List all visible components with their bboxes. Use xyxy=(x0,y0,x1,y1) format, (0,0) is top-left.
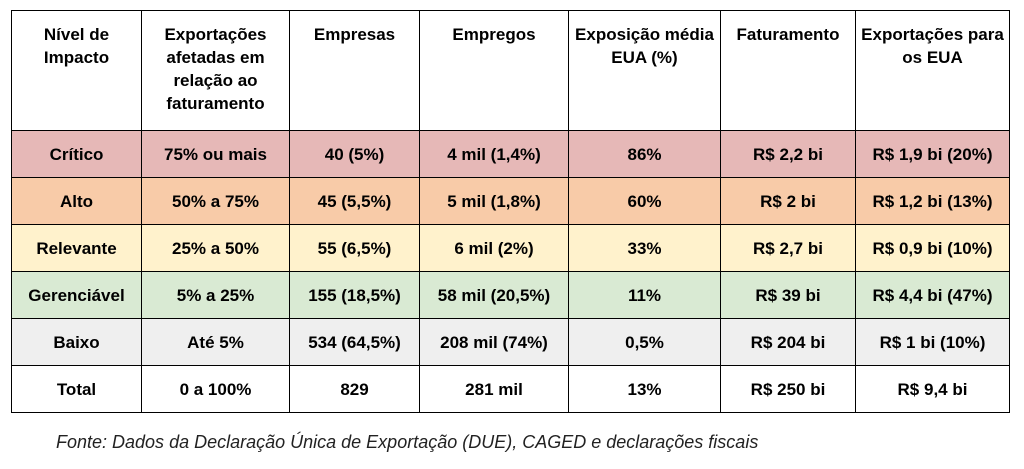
cell-exportacoes-eua: R$ 1,9 bi (20%) xyxy=(855,130,1010,178)
cell-empresas: 55 (6,5%) xyxy=(289,224,420,272)
cell-empregos: 58 mil (20,5%) xyxy=(419,271,569,319)
cell-nivel: Relevante xyxy=(11,224,142,272)
cell-empresas: 534 (64,5%) xyxy=(289,318,420,366)
cell-faturamento: R$ 204 bi xyxy=(720,318,856,366)
table-row-alto: Alto 50% a 75% 45 (5,5%) 5 mil (1,8%) 60… xyxy=(11,177,1010,225)
cell-empregos: 5 mil (1,8%) xyxy=(419,177,569,225)
table-row-critico: Crítico 75% ou mais 40 (5%) 4 mil (1,4%)… xyxy=(11,130,1010,178)
cell-faturamento: R$ 2 bi xyxy=(720,177,856,225)
cell-exposicao: 86% xyxy=(568,130,721,178)
cell-faturamento: R$ 2,2 bi xyxy=(720,130,856,178)
cell-empresas: 40 (5%) xyxy=(289,130,420,178)
cell-empresas: 45 (5,5%) xyxy=(289,177,420,225)
cell-exportacoes-eua: R$ 0,9 bi (10%) xyxy=(855,224,1010,272)
header-row: Nível de Impacto Exportações afetadas em… xyxy=(11,10,1010,131)
cell-exposicao: 11% xyxy=(568,271,721,319)
cell-exportacoes-eua: R$ 1,2 bi (13%) xyxy=(855,177,1010,225)
cell-faturamento: R$ 250 bi xyxy=(720,365,856,413)
header-nivel-impacto: Nível de Impacto xyxy=(11,10,142,131)
cell-exportacoes-eua: R$ 1 bi (10%) xyxy=(855,318,1010,366)
cell-nivel: Baixo xyxy=(11,318,142,366)
cell-empregos: 281 mil xyxy=(419,365,569,413)
impact-table: Nível de Impacto Exportações afetadas em… xyxy=(11,10,1010,413)
cell-exportacoes-afetadas: 25% a 50% xyxy=(141,224,290,272)
table-row-baixo: Baixo Até 5% 534 (64,5%) 208 mil (74%) 0… xyxy=(11,318,1010,366)
header-empresas: Empresas xyxy=(289,10,420,131)
cell-exportacoes-afetadas: 0 a 100% xyxy=(141,365,290,413)
cell-exportacoes-eua: R$ 4,4 bi (47%) xyxy=(855,271,1010,319)
cell-nivel: Alto xyxy=(11,177,142,225)
header-faturamento: Faturamento xyxy=(720,10,856,131)
cell-nivel: Total xyxy=(11,365,142,413)
cell-exportacoes-afetadas: 5% a 25% xyxy=(141,271,290,319)
cell-exportacoes-afetadas: 75% ou mais xyxy=(141,130,290,178)
source-caption: Fonte: Dados da Declaração Única de Expo… xyxy=(56,432,759,452)
cell-empregos: 6 mil (2%) xyxy=(419,224,569,272)
header-exportacoes-afetadas: Exportações afetadas em relação ao fatur… xyxy=(141,10,290,131)
cell-exposicao: 13% xyxy=(568,365,721,413)
cell-exportacoes-afetadas: 50% a 75% xyxy=(141,177,290,225)
cell-empregos: 4 mil (1,4%) xyxy=(419,130,569,178)
header-empregos: Empregos xyxy=(419,10,569,131)
table-header: Nível de Impacto Exportações afetadas em… xyxy=(11,10,1010,131)
table-body: Crítico 75% ou mais 40 (5%) 4 mil (1,4%)… xyxy=(11,130,1010,413)
table-row-gerenciavel: Gerenciável 5% a 25% 155 (18,5%) 58 mil … xyxy=(11,271,1010,319)
cell-nivel: Crítico xyxy=(11,130,142,178)
table-row-total: Total 0 a 100% 829 281 mil 13% R$ 250 bi… xyxy=(11,365,1010,413)
header-exportacoes-eua: Exportações para os EUA xyxy=(855,10,1010,131)
cell-empresas: 829 xyxy=(289,365,420,413)
table-row-relevante: Relevante 25% a 50% 55 (6,5%) 6 mil (2%)… xyxy=(11,224,1010,272)
cell-faturamento: R$ 39 bi xyxy=(720,271,856,319)
header-exposicao-media: Exposição média EUA (%) xyxy=(568,10,721,131)
cell-faturamento: R$ 2,7 bi xyxy=(720,224,856,272)
cell-exposicao: 60% xyxy=(568,177,721,225)
cell-exposicao: 0,5% xyxy=(568,318,721,366)
cell-empresas: 155 (18,5%) xyxy=(289,271,420,319)
cell-exportacoes-eua: R$ 9,4 bi xyxy=(855,365,1010,413)
cell-empregos: 208 mil (74%) xyxy=(419,318,569,366)
cell-exposicao: 33% xyxy=(568,224,721,272)
cell-exportacoes-afetadas: Até 5% xyxy=(141,318,290,366)
cell-nivel: Gerenciável xyxy=(11,271,142,319)
